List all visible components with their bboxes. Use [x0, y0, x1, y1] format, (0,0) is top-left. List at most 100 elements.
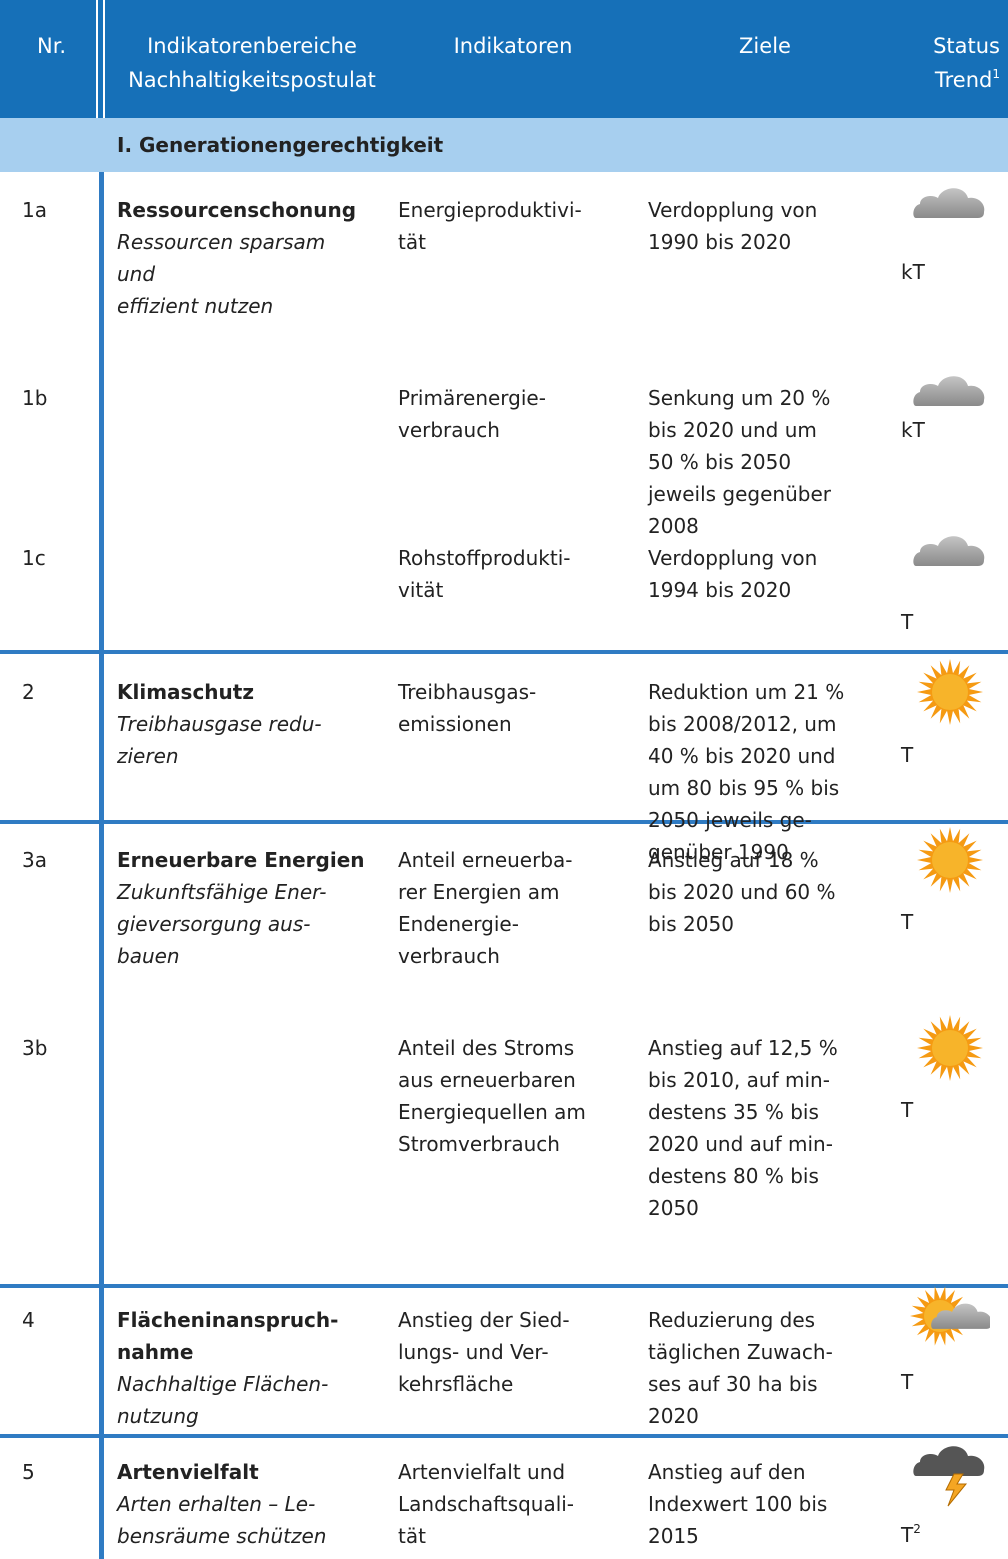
status-text: kT — [901, 418, 925, 442]
section-title: I. Generationengerechtigkeit — [117, 133, 444, 157]
text-line: bis 2020 und 60 % — [648, 880, 836, 904]
text-line: 2020 — [648, 1404, 699, 1428]
text-line: 50 % bis 2050 — [648, 450, 792, 474]
status-cell: kT — [901, 414, 925, 446]
goal-cell: Verdopplung von 1994 bis 2020 — [648, 542, 817, 606]
header-line: Status — [933, 34, 1000, 58]
indicator-cell: Anteil des Stroms aus erneuerbaren Energie… — [398, 1032, 586, 1160]
text-line: aus erneuerbaren — [398, 1068, 576, 1092]
text-line: 2050 jeweils ge- — [648, 808, 812, 832]
text-line: zieren — [117, 744, 179, 768]
header-line: Trend1 — [933, 63, 1000, 97]
status-text: T — [901, 910, 914, 934]
status-icon — [913, 376, 985, 406]
header-cell: Status Trend1 — [933, 29, 1000, 97]
text-line: Energieproduktivi- — [398, 198, 582, 222]
text-line: bis 2050 — [648, 912, 734, 936]
row-number: 1c — [22, 546, 46, 570]
text-line: Indexwert 100 bis — [648, 1492, 828, 1516]
footnote-mark: 1 — [992, 67, 1000, 81]
header-divider — [103, 0, 105, 118]
row-number: 1a — [22, 198, 47, 222]
goal-cell: Senkung um 20 % bis 2020 und um 50 % bis 2… — [648, 382, 831, 542]
icon-part — [913, 188, 985, 218]
text-line: Treibhausgas- — [398, 680, 537, 704]
row-divider — [0, 1434, 1008, 1438]
text-line: um 80 bis 95 % bis — [648, 776, 840, 800]
text-line: verbrauch — [398, 418, 500, 442]
text-line: gieversorgung aus- — [117, 912, 311, 936]
goal-cell: Anstieg auf den Indexwert 100 bis 2015 — [648, 1456, 827, 1552]
indicator-cell: Anteil erneuerba-rer Energien am Endenerg… — [398, 844, 573, 972]
row-number: 5 — [22, 1460, 35, 1484]
row-number: 1b — [22, 386, 48, 410]
icon-part — [932, 674, 968, 710]
indicator-cell: Rohstoffprodukti-vität — [398, 542, 570, 606]
status-cell: T2 — [901, 1519, 921, 1551]
text-line: Verdopplung von — [648, 198, 818, 222]
status-icon — [917, 1015, 983, 1081]
area-cell: Ressourcenschonung Ressourcen sparsam und e… — [117, 194, 356, 322]
icon-part — [913, 376, 985, 406]
text-line: Arten erhalten – Le- — [117, 1492, 316, 1516]
text-line: genüber 1990 — [648, 840, 789, 864]
text-line: ses auf 30 ha bis — [648, 1372, 818, 1396]
footnote-mark: 2 — [913, 1522, 921, 1536]
text-line: 2015 — [648, 1524, 699, 1548]
icon-part — [945, 1473, 968, 1507]
row-number: 3b — [22, 1036, 48, 1060]
column-divider — [99, 172, 104, 1559]
header-cell: Ziele — [739, 34, 791, 58]
status-cell: T — [901, 1366, 913, 1398]
status-icon — [917, 659, 983, 725]
text-line: Artenvielfalt und — [398, 1460, 566, 1484]
icon-part — [913, 536, 985, 566]
text-line: emissionen — [398, 712, 512, 736]
indicator-cell: Primärenergie-verbrauch — [398, 382, 546, 446]
text-line: Ressourcen sparsam — [117, 230, 326, 254]
icon-part — [931, 1303, 990, 1329]
goal-cell: Reduktion um 21 % bis 2008/2012, um 40 % b… — [648, 676, 844, 868]
table-header: Nr. Indikatorenbereiche Nachhaltigkeitsp… — [0, 0, 1008, 118]
status-icon — [910, 1286, 990, 1346]
area-cell: Erneuerbare Energien Zukunftsfähige Ener-… — [117, 844, 365, 972]
header-cell: Indikatorenbereiche Nachhaltigkeitspostu… — [117, 29, 387, 97]
row-number: 2 — [22, 680, 35, 704]
text-line: bauen — [117, 944, 180, 968]
text-line: Artenvielfalt — [117, 1460, 259, 1484]
status-text: kT — [901, 260, 925, 284]
row-number: 4 — [22, 1308, 35, 1332]
goal-cell: Reduzierung des täglichen Zuwach-ses auf … — [648, 1304, 833, 1432]
text-line: Anteil des Stroms — [398, 1036, 575, 1060]
text-line: Reduzierung des — [648, 1308, 816, 1332]
status-icon — [913, 188, 985, 218]
text-line: destens 35 % bis — [648, 1100, 819, 1124]
text-line: bis 2020 und um — [648, 418, 817, 442]
text-line: 1994 bis 2020 — [648, 578, 792, 602]
text-line: destens 80 % bis — [648, 1164, 819, 1188]
text-line: effizient nutzen — [117, 294, 274, 318]
text-line: Reduktion um 21 % — [648, 680, 845, 704]
area-cell: Flächeninanspruch-nahme Nachhaltige Fläch… — [117, 1304, 338, 1432]
text-line: bis 2008/2012, um — [648, 712, 837, 736]
text-line: Zukunftsfähige Ener- — [117, 880, 327, 904]
text-line: und — [117, 262, 156, 286]
indicator-cell: Artenvielfalt und Landschaftsquali-tät — [398, 1456, 574, 1552]
text-line: Energiequellen am — [398, 1100, 586, 1124]
header-divider — [96, 0, 98, 118]
area-cell: Klimaschutz Treibhausgase redu-zieren — [117, 676, 322, 772]
indicator-cell: Energieproduktivi-tät — [398, 194, 582, 258]
text-line: Flächeninanspruch- — [117, 1308, 339, 1332]
area-cell: Artenvielfalt Arten erhalten – Le-bensräu… — [117, 1456, 326, 1552]
text-line: tät — [398, 1524, 426, 1548]
text-line: nutzung — [117, 1404, 199, 1428]
status-cell: kT — [901, 256, 925, 288]
text-line: täglichen Zuwach- — [648, 1340, 833, 1364]
text-line: Primärenergie- — [398, 386, 546, 410]
text-line: Verdopplung von — [648, 546, 818, 570]
status-cell: T — [901, 906, 913, 938]
text-line: Anteil erneuerba- — [398, 848, 573, 872]
row-number: 3a — [22, 848, 47, 872]
text-line: Anstieg auf den — [648, 1460, 806, 1484]
